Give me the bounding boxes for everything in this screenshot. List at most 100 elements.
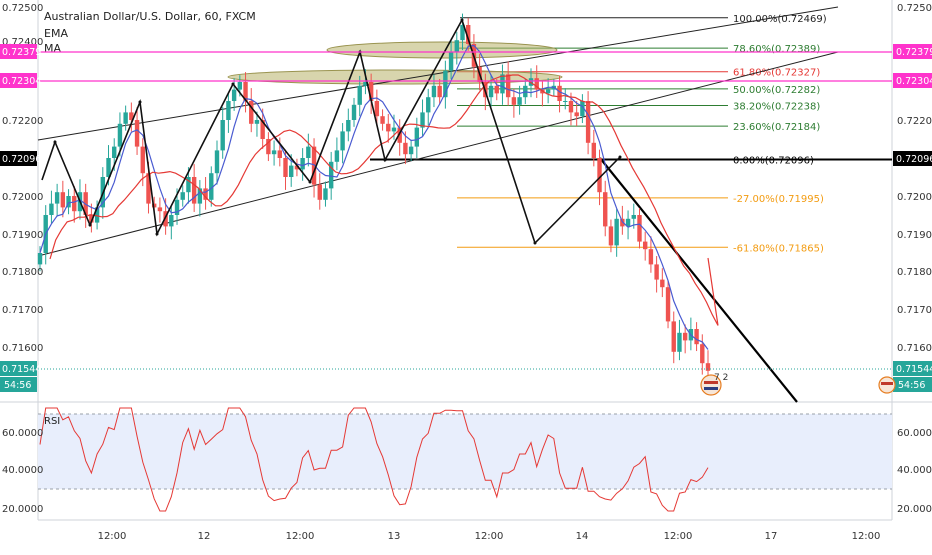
time-label-4: 12:00 xyxy=(475,531,504,542)
candle-body xyxy=(283,158,288,177)
candle-body xyxy=(574,112,579,117)
candle-body xyxy=(534,78,539,90)
zigzag-node xyxy=(88,223,92,227)
ma-line xyxy=(49,74,719,326)
left-tag-72379-bg xyxy=(0,44,37,59)
candle-body xyxy=(66,196,71,208)
candle-body xyxy=(426,97,431,113)
candle-body xyxy=(226,101,231,120)
candle-body xyxy=(620,218,625,227)
left-tag-72096-bg xyxy=(0,151,37,166)
zigzag-node xyxy=(155,232,159,236)
right-tag-72379: 0.72379 xyxy=(896,47,932,58)
zigzag-line xyxy=(41,17,621,245)
right-price-axis: 0.72500 0.72200 0.72000 0.71900 0.71800 … xyxy=(897,3,932,354)
left-tick-71700: 0.71700 xyxy=(2,305,43,316)
right-tag-72304-bg xyxy=(893,73,932,88)
left-tick-72500: 0.72500 xyxy=(2,3,43,14)
candle-body xyxy=(557,85,562,101)
fib-label-2: 61.80%(0.72327) xyxy=(733,68,820,79)
candle-body xyxy=(591,142,597,158)
candle-body xyxy=(203,188,208,200)
candle-body xyxy=(694,329,699,345)
time-label-3: 13 xyxy=(388,531,401,542)
candle-body xyxy=(682,332,688,341)
fib-label-6: 0.00%(0.72096) xyxy=(733,156,814,167)
time-label-5: 14 xyxy=(576,531,589,542)
candle-body xyxy=(597,158,602,193)
candle-body xyxy=(391,127,397,132)
zigzag-node xyxy=(53,140,57,144)
candle-body xyxy=(403,142,408,155)
rsi-tick-60: 60.0000 xyxy=(2,428,43,439)
candle-body xyxy=(306,146,311,158)
right-tick-71900: 0.71900 xyxy=(897,230,932,241)
candle-body xyxy=(466,25,471,44)
left-tick-71900: 0.71900 xyxy=(2,230,43,241)
candle-body xyxy=(249,101,254,124)
rsi-right-tick-60: 60.0000 xyxy=(897,428,932,439)
candle-body xyxy=(54,192,60,204)
left-tick-72200: 0.72200 xyxy=(2,116,43,127)
candle-body xyxy=(174,199,180,215)
rsi-legend: RSI xyxy=(44,416,60,427)
candle-body xyxy=(648,249,654,265)
rsi-right-tick-40: 40.0000 xyxy=(897,465,932,476)
left-tag-last: 0.71544 xyxy=(2,364,41,375)
candle-body xyxy=(328,161,334,189)
candle-body xyxy=(134,120,140,147)
candle-body xyxy=(500,74,505,94)
candle-body xyxy=(117,123,123,147)
candle-body xyxy=(420,112,425,128)
rsi-tick-40: 40.0000 xyxy=(2,465,43,476)
candle-body xyxy=(397,127,402,143)
candle-body xyxy=(545,89,551,94)
candle-body xyxy=(140,146,145,174)
candle-body xyxy=(380,116,385,124)
candle-body xyxy=(163,211,168,227)
event-badge[interactable]: 7 2 xyxy=(700,373,728,396)
candle-body xyxy=(700,344,705,364)
candle-body xyxy=(277,150,282,158)
candle-body xyxy=(642,241,648,250)
candle-body xyxy=(460,25,465,41)
candle-body xyxy=(386,123,391,132)
candle-body xyxy=(443,70,448,98)
candle-body xyxy=(180,192,185,200)
fib-label-1: 78.60%(0.72389) xyxy=(733,44,820,55)
candle-body xyxy=(665,287,671,322)
candle-body xyxy=(568,101,574,113)
left-tick-72400: 0.72400 xyxy=(2,37,43,48)
rsi-right-tick-20: 20.0000 xyxy=(897,504,932,515)
left-tag-72304: 0.72304 xyxy=(2,76,41,87)
candle-body xyxy=(517,97,522,105)
candle-body xyxy=(580,101,585,117)
candle-body xyxy=(243,82,248,101)
candle-body xyxy=(294,165,300,170)
candle-body xyxy=(191,177,197,204)
candle-body xyxy=(431,85,437,98)
candle-body xyxy=(357,85,362,105)
candle-body xyxy=(151,203,157,208)
rsi-axis-right: 60.0000 40.0000 20.0000 xyxy=(897,428,932,515)
candle-body xyxy=(197,188,203,204)
fib-label-7: -27.00%(0.71995) xyxy=(733,194,824,205)
fib-label-5: 23.60%(0.72184) xyxy=(733,122,820,133)
ma-legend: MA xyxy=(44,42,61,55)
ema-legend: EMA xyxy=(44,27,68,40)
event-badge-right[interactable] xyxy=(878,376,896,394)
fib-label-3: 50.00%(0.72282) xyxy=(733,85,820,96)
zigzag-node xyxy=(460,18,464,22)
rsi-band xyxy=(38,414,892,489)
candle-body xyxy=(106,158,111,177)
right-tick-71700: 0.71700 xyxy=(897,305,932,316)
right-tag-last-bg xyxy=(893,361,932,376)
candle-body xyxy=(157,207,163,212)
candle-body xyxy=(511,97,517,105)
time-axis: 12:00 12 12:00 13 12:00 14 12:00 17 12:0… xyxy=(98,531,881,542)
candle-body xyxy=(660,279,665,288)
left-tag-last-bg xyxy=(0,361,37,376)
time-label-8: 12:00 xyxy=(852,531,881,542)
